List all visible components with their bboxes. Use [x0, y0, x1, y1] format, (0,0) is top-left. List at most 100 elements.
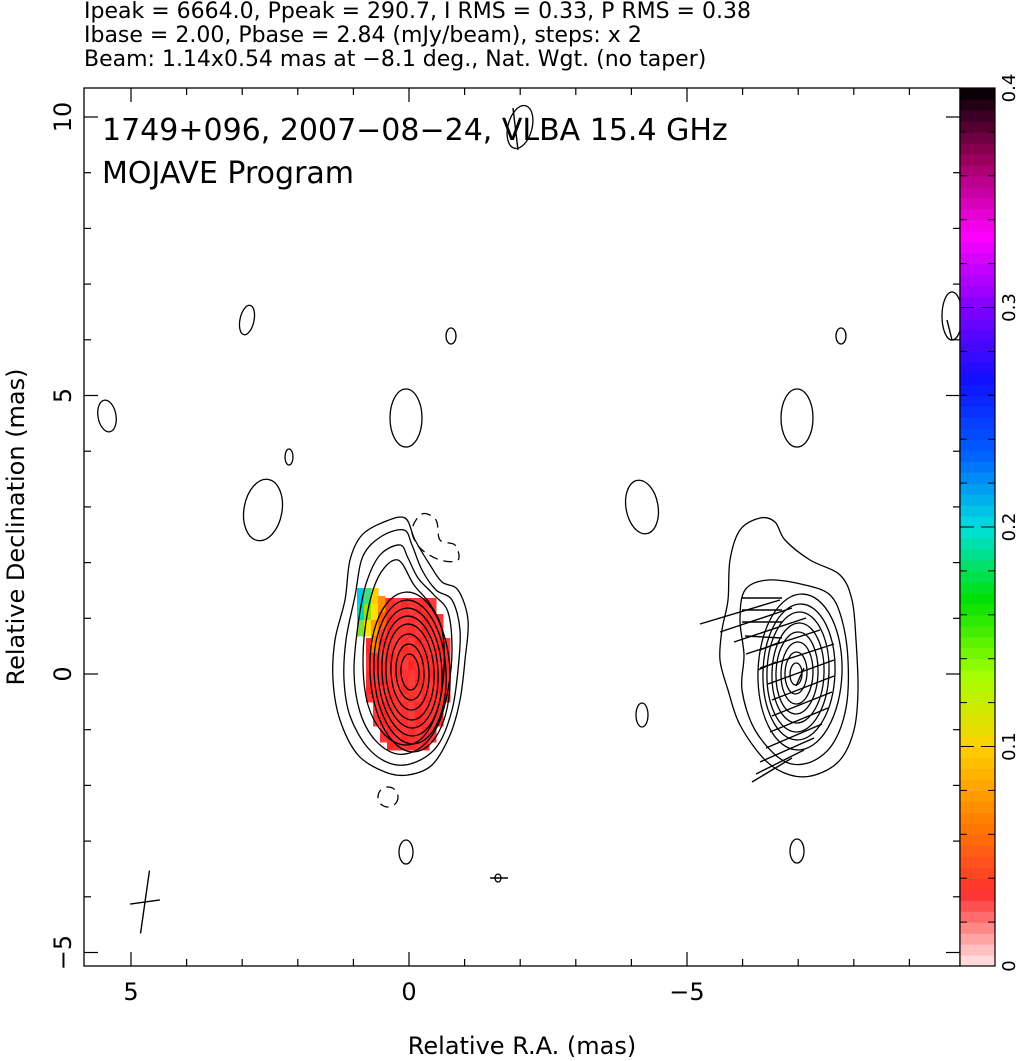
x-axis-label: Relative R.A. (mas): [408, 1032, 636, 1060]
pol-pixel: [380, 726, 388, 735]
pol-pixel: [408, 670, 416, 679]
pol-pixel: [380, 670, 388, 679]
colorbar-segment: [960, 439, 995, 451]
pol-pixel: [394, 614, 402, 623]
colorbar-segment: [960, 955, 995, 967]
pol-pixel: [429, 710, 437, 719]
faint-contour: [624, 479, 660, 535]
contour-outer: [719, 516, 859, 778]
pol-pixel: [380, 710, 388, 719]
contour: [381, 615, 439, 729]
pol-pixel: [394, 630, 402, 639]
colorbar-segment: [960, 636, 995, 649]
contour: [762, 603, 836, 741]
evpa-stick: [745, 629, 821, 655]
pol-pixel: [387, 638, 395, 647]
evpa-stick: [767, 659, 835, 685]
pol-pixel: [394, 670, 402, 679]
colorbar-segment: [960, 131, 995, 144]
pol-pixel: [371, 588, 379, 605]
pol-pixel: [422, 670, 430, 679]
colorbar-segment: [960, 900, 995, 912]
evpa-sticks: [130, 107, 953, 934]
colorbar-segment: [960, 241, 995, 254]
pol-pixel: [415, 598, 423, 607]
pol-pixel: [408, 614, 416, 623]
pol-pixel: [387, 678, 395, 687]
colorbar-segment: [960, 428, 995, 440]
pol-pixel: [408, 726, 416, 735]
colorbar-segment: [960, 625, 995, 638]
colorbar-segment: [960, 351, 995, 363]
pol-pixel: [429, 694, 437, 703]
contour: [385, 623, 435, 721]
pol-pixel: [366, 638, 374, 647]
pol-pixel: [429, 702, 437, 711]
pol-pixel: [373, 710, 381, 719]
colorbar-segment: [960, 911, 995, 923]
colorbar-segment: [960, 527, 995, 539]
evpa-stick: [755, 749, 805, 775]
pol-pixel: [378, 612, 386, 629]
colorbar-segment: [960, 724, 995, 737]
pol-pixel: [401, 686, 409, 695]
colorbar-tick-label: 0: [999, 960, 1020, 971]
pol-pixel: [422, 742, 430, 751]
plot-frame: [83, 87, 961, 967]
colorbar-segment: [960, 219, 995, 232]
colorbar-segment: [960, 889, 995, 901]
pol-pixel: [429, 734, 437, 743]
colorbar-segment: [960, 933, 995, 945]
colorbar-segment: [960, 548, 995, 561]
colorbar-segment: [960, 318, 995, 331]
pol-pixel: [429, 670, 437, 679]
faint-contour: [242, 478, 284, 542]
y-tick-label: 0: [49, 666, 77, 681]
contour: [362, 559, 445, 746]
colorbar-segment: [960, 757, 995, 770]
x-tick-label: 5: [123, 978, 138, 1006]
pol-pixel: [357, 588, 365, 605]
y-tick-label: 5: [49, 388, 77, 403]
faint-contour: [284, 448, 294, 466]
pol-pixel: [357, 620, 365, 637]
pol-pixel: [415, 718, 423, 727]
colorbar-segment: [960, 944, 995, 956]
pol-pixel: [357, 604, 365, 621]
pol-pixel: [429, 662, 437, 671]
pol-pixel: [371, 636, 379, 653]
pol-pixel: [422, 734, 430, 743]
pol-pixel: [408, 598, 416, 607]
colorbar-segment: [960, 823, 995, 835]
colorbar-segment: [960, 98, 995, 111]
contour: [369, 591, 451, 753]
evpa-stick: [719, 607, 793, 633]
pol-pixel: [394, 622, 402, 631]
pol-pixel: [394, 710, 402, 719]
colorbar-segment: [960, 142, 995, 155]
pol-pixel: [394, 726, 402, 735]
contour: [771, 622, 825, 724]
contour: [400, 653, 420, 691]
colorbar-segment: [960, 175, 995, 188]
colorbar-segment: [960, 340, 995, 352]
pol-pixel: [380, 678, 388, 687]
axis-ticks: 5 0 −5 −5 0 5 10: [49, 88, 960, 1006]
pol-pixel: [436, 710, 444, 719]
contour: [343, 529, 461, 766]
colorbar-segment: [960, 285, 995, 298]
pol-pixel: [366, 678, 374, 687]
colorbar-segment: [960, 603, 995, 616]
pol-pixel: [443, 662, 451, 671]
pol-pixel: [408, 694, 416, 703]
pol-pixel: [429, 646, 437, 655]
pol-pixel: [408, 662, 416, 671]
colorbar-segment: [960, 790, 995, 802]
colorbar-segment: [960, 702, 995, 715]
pol-pixel: [401, 646, 409, 655]
pol-pixel: [401, 598, 409, 607]
colorbar-segment: [960, 230, 995, 243]
pol-pixel: [373, 662, 381, 671]
pol-pixel: [401, 694, 409, 703]
y-axis-label: Relative Declination (mas): [2, 368, 30, 685]
